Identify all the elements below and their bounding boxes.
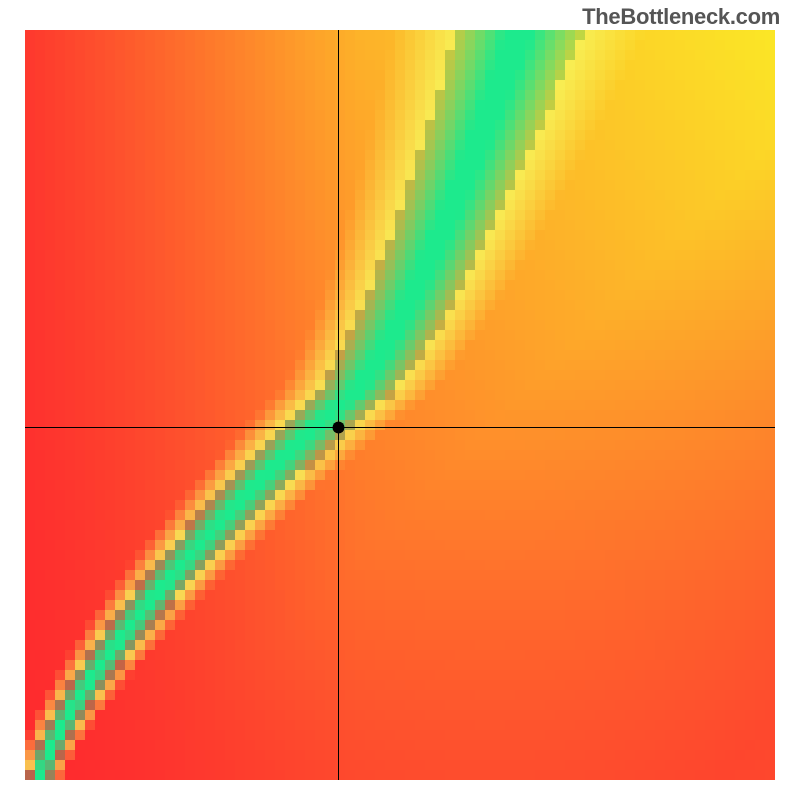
heatmap-canvas xyxy=(25,30,775,780)
root-container: TheBottleneck.com xyxy=(0,0,800,800)
watermark-text: TheBottleneck.com xyxy=(582,4,780,30)
